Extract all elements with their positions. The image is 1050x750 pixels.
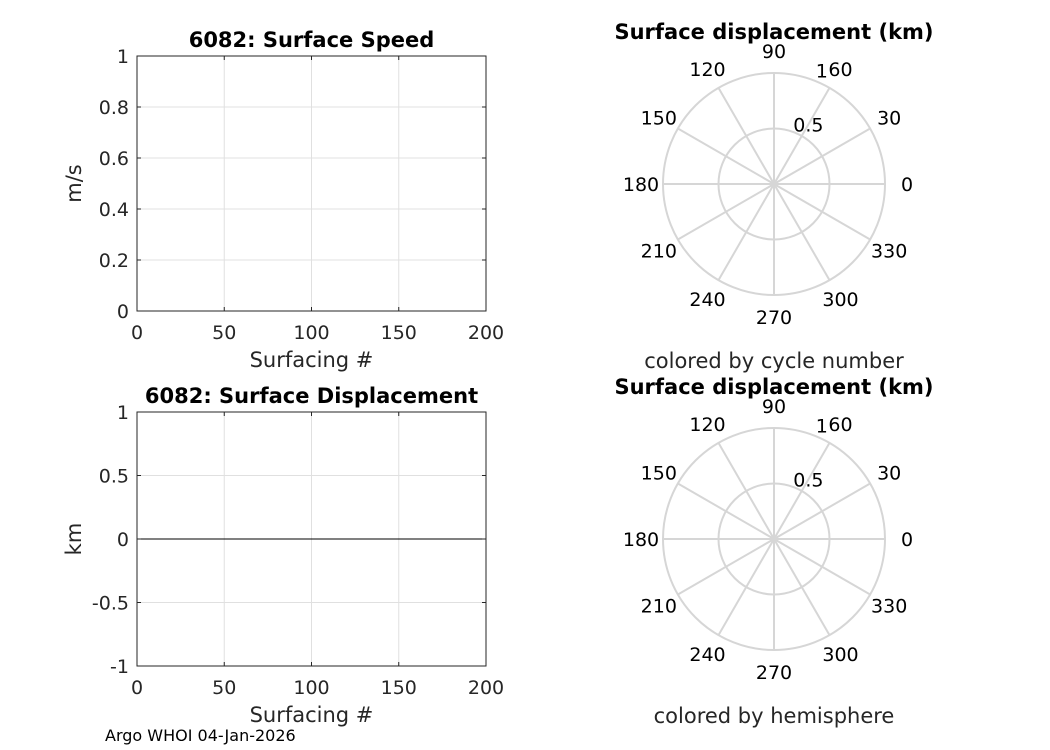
- angle-tick-label: 180: [623, 529, 659, 551]
- angle-tick-label: 90: [762, 396, 786, 418]
- angle-tick-label: 0: [901, 529, 913, 551]
- polar-title: Surface displacement (km): [614, 375, 933, 399]
- y-tick-label: 1: [117, 46, 129, 68]
- chart-title: 6082: Surface Speed: [189, 28, 435, 52]
- angle-tick-label: 210: [641, 241, 677, 263]
- y-axis-label: m/s: [62, 164, 86, 202]
- polar-spoke: [773, 482, 871, 540]
- y-tick-label: 0: [117, 301, 129, 323]
- y-tick-label: -0.5: [92, 593, 129, 615]
- angle-tick-label: 210: [641, 596, 677, 618]
- radius-tick-label: 1: [816, 60, 828, 82]
- angle-tick-label: 180: [623, 174, 659, 196]
- angle-tick-label: 330: [871, 241, 907, 263]
- chart-title: 6082: Surface Displacement: [145, 384, 478, 408]
- y-tick-label: 1: [117, 402, 129, 424]
- x-tick-label: 100: [293, 322, 329, 344]
- angle-tick-label: 120: [689, 414, 725, 436]
- angle-tick-label: 300: [822, 289, 858, 311]
- angle-tick-label: 300: [822, 644, 858, 666]
- angle-tick-label: 270: [756, 662, 792, 684]
- angle-tick-label: 270: [756, 307, 792, 329]
- x-tick-label: 150: [381, 322, 417, 344]
- polar-spoke: [773, 183, 871, 241]
- angle-tick-label: 150: [641, 463, 677, 485]
- radius-tick-label: 0.5: [793, 114, 823, 136]
- angle-tick-label: 330: [871, 596, 907, 618]
- y-axis-label: km: [62, 523, 86, 556]
- y-tick-label: 0: [117, 529, 129, 551]
- polar-spoke: [773, 127, 871, 185]
- x-tick-label: 200: [468, 322, 504, 344]
- polar-spoke: [773, 183, 831, 281]
- angle-tick-label: 30: [877, 108, 901, 130]
- y-tick-label: 0.6: [99, 148, 129, 170]
- radius-tick-label: 0.5: [793, 469, 823, 491]
- radius-tick-label: 1: [816, 415, 828, 437]
- angle-tick-label: 240: [689, 644, 725, 666]
- x-tick-label: 0: [131, 322, 143, 344]
- polar-spoke: [717, 87, 775, 185]
- angle-tick-label: 90: [762, 41, 786, 63]
- x-tick-label: 50: [212, 677, 236, 699]
- angle-tick-label: 150: [641, 108, 677, 130]
- x-tick-label: 150: [381, 677, 417, 699]
- polar-spoke: [677, 482, 775, 540]
- footer-credit: Argo WHOI 04-Jan-2026: [105, 726, 296, 745]
- y-tick-label: 0.8: [99, 97, 129, 119]
- y-tick-label: 0.5: [99, 466, 129, 488]
- x-tick-label: 200: [468, 677, 504, 699]
- polar-spoke: [773, 538, 831, 636]
- y-tick-label: 0.2: [99, 250, 129, 272]
- x-tick-label: 50: [212, 322, 236, 344]
- polar-spoke: [677, 127, 775, 185]
- angle-tick-label: 0: [901, 174, 913, 196]
- polar-spoke: [677, 538, 775, 596]
- angle-tick-label: 60: [828, 414, 852, 436]
- polar-spoke: [717, 538, 775, 636]
- polar-caption: colored by cycle number: [644, 349, 904, 373]
- angle-tick-label: 120: [689, 59, 725, 81]
- y-tick-label: -1: [110, 656, 129, 678]
- y-tick-label: 0.4: [99, 199, 129, 221]
- polar-caption: colored by hemisphere: [654, 704, 895, 728]
- polar-title: Surface displacement (km): [614, 20, 933, 44]
- polar-spoke: [773, 87, 831, 185]
- polar-spoke: [773, 442, 831, 540]
- polar-spoke: [717, 183, 775, 281]
- x-axis-label: Surfacing #: [250, 703, 374, 727]
- polar-spoke: [717, 442, 775, 540]
- x-axis-label: Surfacing #: [250, 348, 374, 372]
- polar-spoke: [677, 183, 775, 241]
- x-tick-label: 100: [293, 677, 329, 699]
- angle-tick-label: 30: [877, 463, 901, 485]
- x-tick-label: 0: [131, 677, 143, 699]
- angle-tick-label: 60: [828, 59, 852, 81]
- angle-tick-label: 240: [689, 289, 725, 311]
- polar-spoke: [773, 538, 871, 596]
